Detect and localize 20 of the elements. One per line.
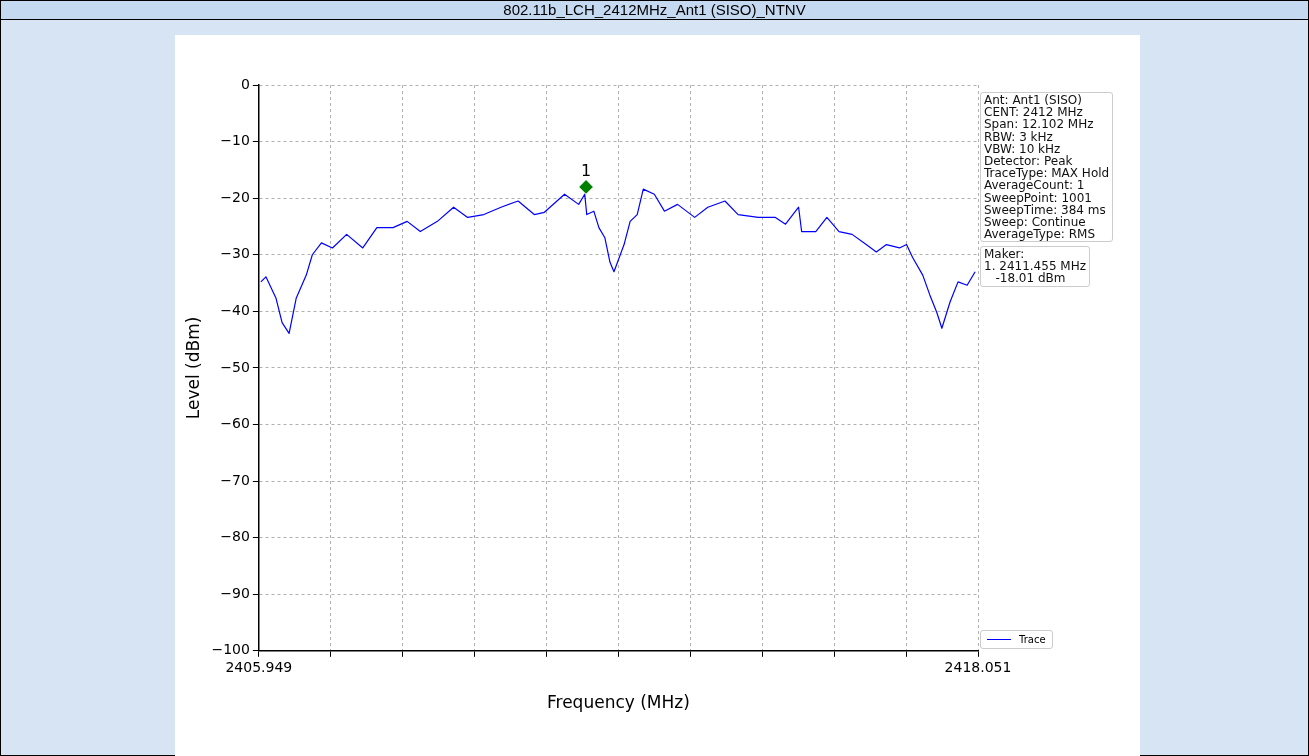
y-tick-label: 0 — [240, 75, 250, 92]
x-axis-title: Frequency (MHz) — [546, 692, 690, 713]
text: Ant: Ant1 (SISO) CENT: 2412 MHz Span: 12.102 MHz RBW: 3 kHz VBW: 10 kHz Detector: Peak TraceType: MAX Hold AverageCount: 1 SweepPoint: 1001 SweepTime: 384 ms Sweep: Continue AverageType: RMS — [984, 93, 1110, 242]
y-tick-label: −100 — [211, 641, 250, 658]
y-tick-label: −10 — [220, 132, 250, 149]
y-tick-label: −40 — [220, 301, 250, 318]
annotation: 1 — [580, 161, 592, 181]
x-tick-label: 2405.949 — [225, 658, 293, 675]
y-tick-label: −70 — [220, 471, 250, 488]
y-axis-title: Level (dBm) — [182, 316, 203, 420]
y-tick-label: −30 — [220, 245, 250, 262]
text: Maker: 1. 2411.455 MHz -18.01 dBm — [980, 246, 1091, 287]
chart-title: 802.11b_LCH_2412MHz_Ant1 (SISO)_NTNV — [0, 0, 1309, 20]
y-tick-label: −90 — [220, 584, 250, 601]
y-tick-label: −80 — [220, 528, 250, 545]
legend-label: Trace — [1019, 634, 1046, 645]
y-tick-label: −60 — [220, 415, 250, 432]
x-tick-label: 2418.051 — [944, 658, 1012, 675]
y-tick-label: −20 — [220, 188, 250, 205]
y-tick-label: −50 — [220, 358, 250, 375]
